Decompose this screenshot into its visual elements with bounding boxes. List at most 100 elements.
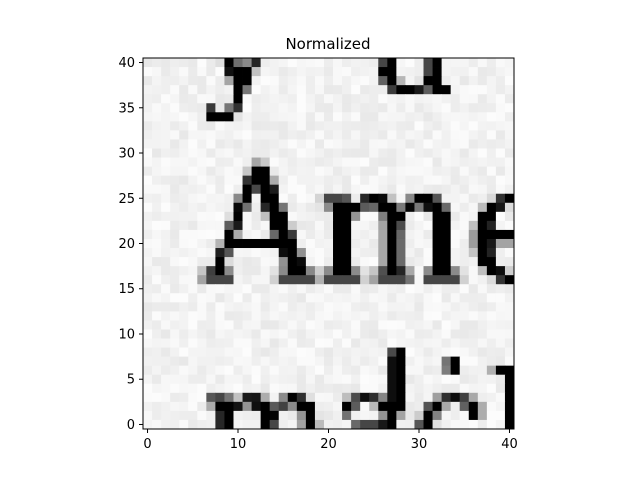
heatmap-cell [314, 419, 325, 430]
heatmap-cell [179, 184, 189, 195]
heatmap-cell [450, 85, 461, 95]
heatmap-cell [405, 76, 415, 86]
heatmap-cell [251, 410, 262, 421]
heatmap-cell [314, 401, 325, 412]
heatmap-cell [215, 383, 225, 394]
y-tick-label: 35 [118, 101, 135, 116]
heatmap-cell [414, 220, 424, 231]
heatmap-cell [369, 410, 379, 421]
heatmap-cell [224, 184, 234, 195]
heatmap-cell [188, 220, 198, 231]
heatmap-cell [260, 130, 271, 140]
heatmap-cell [305, 266, 316, 276]
heatmap-cell [450, 329, 461, 339]
heatmap-cell [197, 67, 207, 77]
heatmap-cell [179, 103, 189, 113]
heatmap-cell [215, 266, 225, 276]
heatmap-cell [215, 329, 225, 339]
heatmap-cell [495, 275, 506, 285]
heatmap-cell [486, 383, 497, 394]
heatmap-cell [495, 166, 506, 177]
heatmap-cell [396, 284, 406, 294]
heatmap-cell [495, 76, 506, 86]
heatmap-cell [242, 338, 252, 348]
heatmap-cell [269, 419, 280, 430]
heatmap-cell [360, 257, 370, 267]
heatmap-cell [477, 94, 488, 104]
heatmap-cell [197, 311, 207, 321]
heatmap-cell [450, 383, 461, 394]
heatmap-cell [305, 320, 316, 330]
heatmap-cell [224, 103, 234, 113]
x-tick-label: 40 [501, 437, 518, 452]
heatmap-cell [342, 320, 352, 330]
heatmap-cell [260, 121, 271, 131]
heatmap-cell [152, 58, 162, 68]
heatmap-cell [215, 85, 225, 95]
heatmap-cell [333, 157, 343, 167]
heatmap-cell [396, 166, 406, 177]
heatmap-cell [206, 121, 216, 131]
heatmap-cell [459, 284, 470, 294]
heatmap-cell [414, 94, 424, 104]
heatmap-cell [495, 148, 506, 158]
heatmap-cell [188, 383, 198, 394]
heatmap-cell [477, 266, 488, 276]
heatmap-cell [260, 257, 271, 267]
heatmap-cell [206, 175, 216, 186]
heatmap-cell [423, 148, 433, 158]
heatmap-cell [369, 374, 379, 385]
heatmap-cell [242, 329, 252, 339]
heatmap-cell [423, 229, 433, 240]
heatmap-cell [495, 157, 506, 167]
heatmap-cell [215, 392, 225, 403]
heatmap-cell [233, 266, 243, 276]
heatmap-cell [224, 112, 234, 122]
heatmap-cell [486, 175, 497, 186]
heatmap-cell [314, 238, 325, 249]
heatmap-cell [504, 266, 515, 276]
heatmap-cell [459, 365, 470, 376]
heatmap-cell [233, 76, 243, 86]
heatmap-cell [405, 257, 415, 267]
heatmap-cell [260, 67, 271, 77]
heatmap-cell [360, 419, 370, 430]
heatmap-cell [369, 94, 379, 104]
heatmap-cell [378, 157, 388, 167]
heatmap-cell [197, 365, 207, 376]
heatmap-cell [342, 103, 352, 113]
heatmap-cell [269, 238, 280, 249]
heatmap-cell [387, 76, 397, 86]
heatmap-cell [251, 302, 262, 312]
heatmap-cell [504, 293, 515, 303]
heatmap-cell [342, 365, 352, 376]
heatmap-cell [486, 184, 497, 195]
heatmap-cell [242, 392, 252, 403]
heatmap-cell [143, 67, 153, 77]
heatmap-cell [360, 130, 370, 140]
heatmap-cell [333, 329, 343, 339]
heatmap-cell [224, 67, 234, 77]
heatmap-cell [233, 410, 243, 421]
heatmap-cell [369, 202, 379, 213]
heatmap-cell [405, 175, 415, 186]
heatmap-cell [215, 284, 225, 294]
heatmap-cell [468, 257, 479, 267]
heatmap-cell [432, 311, 443, 321]
heatmap-cell [477, 76, 488, 86]
heatmap-cell [477, 347, 488, 358]
heatmap-cell [477, 184, 488, 195]
heatmap-cell [269, 248, 280, 258]
heatmap-cell [269, 266, 280, 276]
heatmap-cell [251, 193, 262, 204]
heatmap-cell [423, 157, 433, 167]
heatmap-cell [441, 410, 452, 421]
heatmap-cell [170, 121, 180, 131]
heatmap-cell [387, 112, 397, 122]
heatmap-cell [233, 365, 243, 376]
heatmap-cell [351, 320, 361, 330]
heatmap-cell [405, 229, 415, 240]
heatmap-cell [215, 121, 225, 131]
heatmap-cell [423, 130, 433, 140]
heatmap-cell [468, 311, 479, 321]
